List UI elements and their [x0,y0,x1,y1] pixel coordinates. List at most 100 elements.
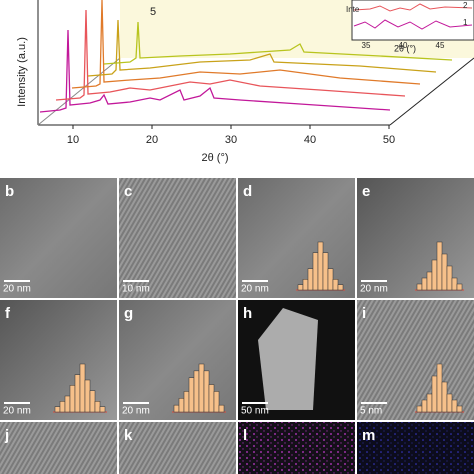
histogram-bar [421,399,428,413]
scale-label: 20 nm [3,284,31,295]
panel-label: l [243,427,247,444]
inset-curve-label: 2 [463,1,468,10]
panel-label: j [4,427,9,444]
inset-tick-label: 45 [436,41,445,50]
histogram-bar [307,268,314,291]
micrograph [357,422,474,474]
histogram-bar [312,252,319,291]
histogram-bar [188,377,195,413]
scale-label: 20 nm [360,284,388,295]
histogram-bar [431,259,438,291]
inset-curve [353,19,473,30]
histogram-bar [451,399,458,413]
panel-label: h [243,305,252,322]
scale-label: 5 nm [360,406,382,417]
histogram-bar [302,279,309,291]
panel-label: c [124,183,132,200]
xrd-curve [87,19,437,77]
histogram-bar [436,363,443,413]
micrograph [238,422,355,474]
panel-label: i [362,305,366,322]
x-tick-label: 50 [383,134,395,146]
histogram-bar [208,384,215,413]
histogram-bar [416,283,423,291]
inset-x-label: 2θ (°) [394,43,416,53]
histogram-bar [218,404,225,413]
tem-panels: b 20 nm c 10 nm d 20 nm e 20 nm f 20 nm g 20 nm h 50 … [0,178,474,474]
histogram-bar [446,393,453,413]
histogram-bar [451,277,458,291]
histogram-bar [421,277,428,291]
inset-curve [353,3,473,12]
histogram-bar [297,284,304,291]
micrograph [238,178,355,298]
histogram-bar [99,406,106,413]
inset-frame [351,0,474,41]
histogram-bar [441,381,448,413]
histogram-bar [74,374,81,413]
histogram-bar [332,279,339,291]
y-axis-label: Intensity (a.u.) [16,37,28,107]
micrograph [0,178,117,298]
histogram-bar [431,375,438,413]
panel-label: m [362,427,375,444]
panel-label: b [5,183,14,200]
xrd-curve [71,0,421,89]
histogram-bar [327,268,334,291]
scale-label: 50 nm [241,406,269,417]
micrograph [119,422,236,474]
histogram-bar [64,395,71,413]
xrd-plot: 5 Intensity (a.u.) 10 20 30 40 50 2θ (°) Int… [16,0,474,164]
histogram-bar [54,406,61,413]
nanorod [258,308,318,410]
histogram-bar [94,401,101,413]
histogram-bar [173,404,180,413]
micrograph [0,300,117,420]
histogram-bar [456,405,463,413]
panel-label: d [243,183,252,200]
histogram-bar [89,390,96,413]
xrd-curve [103,21,453,65]
histogram-bar [446,265,453,291]
micrograph [119,178,236,298]
depth-axis [389,57,474,126]
panel-label: f [5,305,11,322]
histogram-bar [456,283,463,291]
panel-label: g [124,305,133,322]
panel-label: k [124,427,133,444]
inset-y-label: Inte [346,5,360,14]
series-label: 5 [150,6,156,18]
histogram-bar [213,391,220,413]
histogram-bar [436,241,443,291]
histogram-bar [441,253,448,291]
histogram-bar [322,252,329,291]
xrd-curve [55,9,406,101]
x-axis-label: 2θ (°) [201,152,228,164]
x-tick-label: 20 [146,134,158,146]
depth-edge [37,57,121,126]
histogram-bar [426,393,433,413]
histogram-bar [183,391,190,413]
x-tick-label: 30 [225,134,237,146]
histogram-bar [416,405,423,413]
histogram-bar [178,398,185,413]
histogram-bar [203,370,210,413]
inset-tick-label: 35 [362,41,371,50]
scale-label: 10 nm [122,284,150,295]
histogram-bar [426,271,433,291]
histogram-bar [198,363,205,413]
scale-label: 20 nm [122,406,150,417]
xrd-curve [39,29,391,113]
x-tick-label: 10 [67,134,79,146]
histogram-bar [79,363,86,413]
scale-label: 20 nm [3,406,31,417]
x-tick-label: 40 [304,134,316,146]
histogram-bar [317,241,324,291]
histogram-bar [337,284,344,291]
histogram-bar [59,401,66,413]
histogram-bar [193,370,200,413]
histogram-bar [84,379,91,413]
micrograph [0,422,117,474]
scale-label: 20 nm [241,284,269,295]
